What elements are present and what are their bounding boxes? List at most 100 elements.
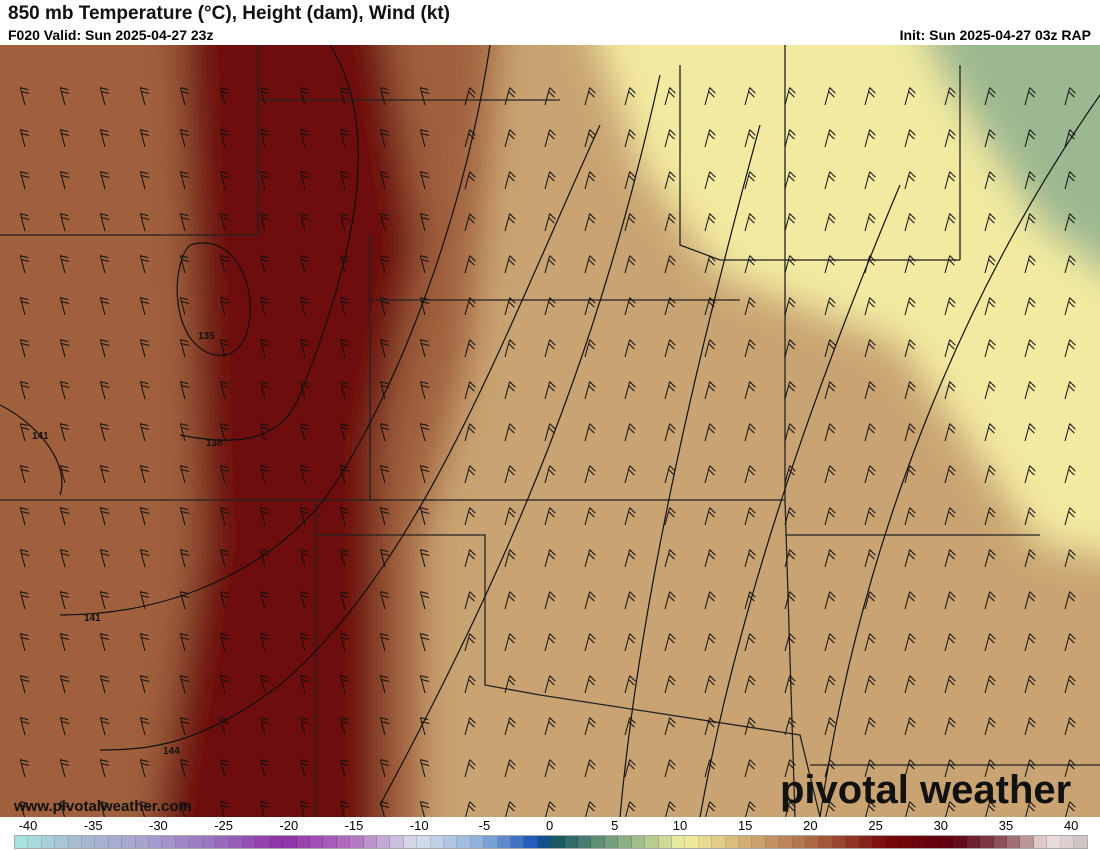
wind-barb	[624, 381, 636, 400]
colorbar-cell	[551, 836, 565, 848]
colorbar-cell	[604, 836, 619, 848]
wind-barb	[419, 549, 430, 568]
wind-barb	[259, 507, 270, 526]
wind-barb	[59, 297, 70, 316]
wind-barb	[664, 423, 676, 442]
contour-label: 141	[32, 431, 49, 442]
wind-barb	[19, 801, 30, 817]
wind-barb	[1064, 213, 1076, 232]
wind-barb	[584, 423, 596, 442]
wind-barb	[864, 465, 876, 484]
wind-barb	[904, 591, 916, 610]
wind-barb	[544, 423, 556, 442]
wind-barb	[544, 87, 556, 106]
wind-barb	[904, 549, 916, 568]
wind-barb	[379, 801, 390, 817]
wind-barb	[624, 339, 636, 358]
wind-barb	[1064, 381, 1076, 400]
wind-barb	[864, 171, 876, 190]
wind-barb	[59, 591, 70, 610]
wind-barb	[139, 801, 150, 817]
wind-barb	[624, 591, 636, 610]
wind-barb	[784, 465, 796, 484]
wind-barb	[904, 255, 916, 274]
wind-barb	[179, 423, 190, 442]
wind-barb	[1024, 801, 1036, 817]
wind-barb	[544, 339, 556, 358]
colorbar-cell	[966, 836, 981, 848]
wind-barb	[99, 465, 110, 484]
wind-barb	[1064, 591, 1076, 610]
wind-barb	[419, 675, 430, 694]
colorbar-cell	[457, 836, 471, 848]
wind-barb	[19, 633, 30, 652]
wind-barb	[99, 339, 110, 358]
wind-barb	[624, 423, 636, 442]
colorbar-cell	[926, 836, 941, 848]
wind-barb	[1024, 633, 1036, 652]
wind-barb	[544, 507, 556, 526]
wind-barb	[984, 633, 996, 652]
wind-barb	[299, 423, 310, 442]
wind-barb	[984, 297, 996, 316]
colorbar-tick: -5	[478, 818, 491, 833]
wind-barb	[59, 801, 70, 817]
wind-barb	[299, 171, 310, 190]
wind-barb	[904, 87, 916, 106]
colorbar-cell	[671, 836, 686, 848]
wind-barb	[504, 717, 516, 736]
wind-barb	[904, 759, 916, 778]
wind-barb	[784, 381, 796, 400]
wind-barb	[299, 801, 310, 817]
wind-barb	[584, 759, 596, 778]
wind-barb	[379, 549, 390, 568]
wind-barb	[824, 759, 836, 778]
wind-barb	[464, 801, 476, 817]
wind-barb	[504, 339, 516, 358]
weather-map[interactable]: 135 138 141 141 144	[0, 45, 1100, 817]
wind-barb	[864, 339, 876, 358]
wind-barb	[339, 213, 350, 232]
colorbar-cell	[738, 836, 753, 848]
wind-barb	[99, 675, 110, 694]
colorbar-tick: -20	[279, 818, 299, 833]
wind-barb	[824, 633, 836, 652]
wind-barb	[1024, 465, 1036, 484]
wind-barb	[339, 465, 350, 484]
wind-barb	[1064, 129, 1076, 148]
wind-barb	[744, 759, 756, 778]
wind-barb	[464, 255, 476, 274]
wind-barb	[864, 717, 876, 736]
wind-barb	[624, 171, 636, 190]
wind-barb	[944, 213, 956, 232]
wind-barb	[704, 759, 716, 778]
wind-barb	[584, 255, 596, 274]
wind-barb	[744, 339, 756, 358]
wind-barb	[704, 381, 716, 400]
wind-barb	[984, 591, 996, 610]
wind-barb	[904, 381, 916, 400]
wind-barb	[59, 213, 70, 232]
colorbar-cell	[68, 836, 83, 848]
wind-barb	[664, 759, 676, 778]
wind-barb	[1024, 87, 1036, 106]
wind-barb	[19, 129, 30, 148]
wind-barb	[219, 423, 230, 442]
colorbar-cell	[444, 836, 458, 848]
wind-barb	[664, 255, 676, 274]
wind-barb	[824, 255, 836, 274]
wind-barb	[1024, 717, 1036, 736]
wind-barb	[504, 423, 516, 442]
wind-barb	[824, 339, 836, 358]
wind-barb	[379, 591, 390, 610]
wind-barb	[179, 591, 190, 610]
wind-barb	[1064, 465, 1076, 484]
wind-barb	[704, 339, 716, 358]
wind-barb	[744, 129, 756, 148]
wind-barb	[339, 423, 350, 442]
wind-barb	[179, 675, 190, 694]
wind-barb	[179, 255, 190, 274]
wind-barb	[299, 87, 310, 106]
wind-barb	[219, 633, 230, 652]
wind-barb	[179, 381, 190, 400]
